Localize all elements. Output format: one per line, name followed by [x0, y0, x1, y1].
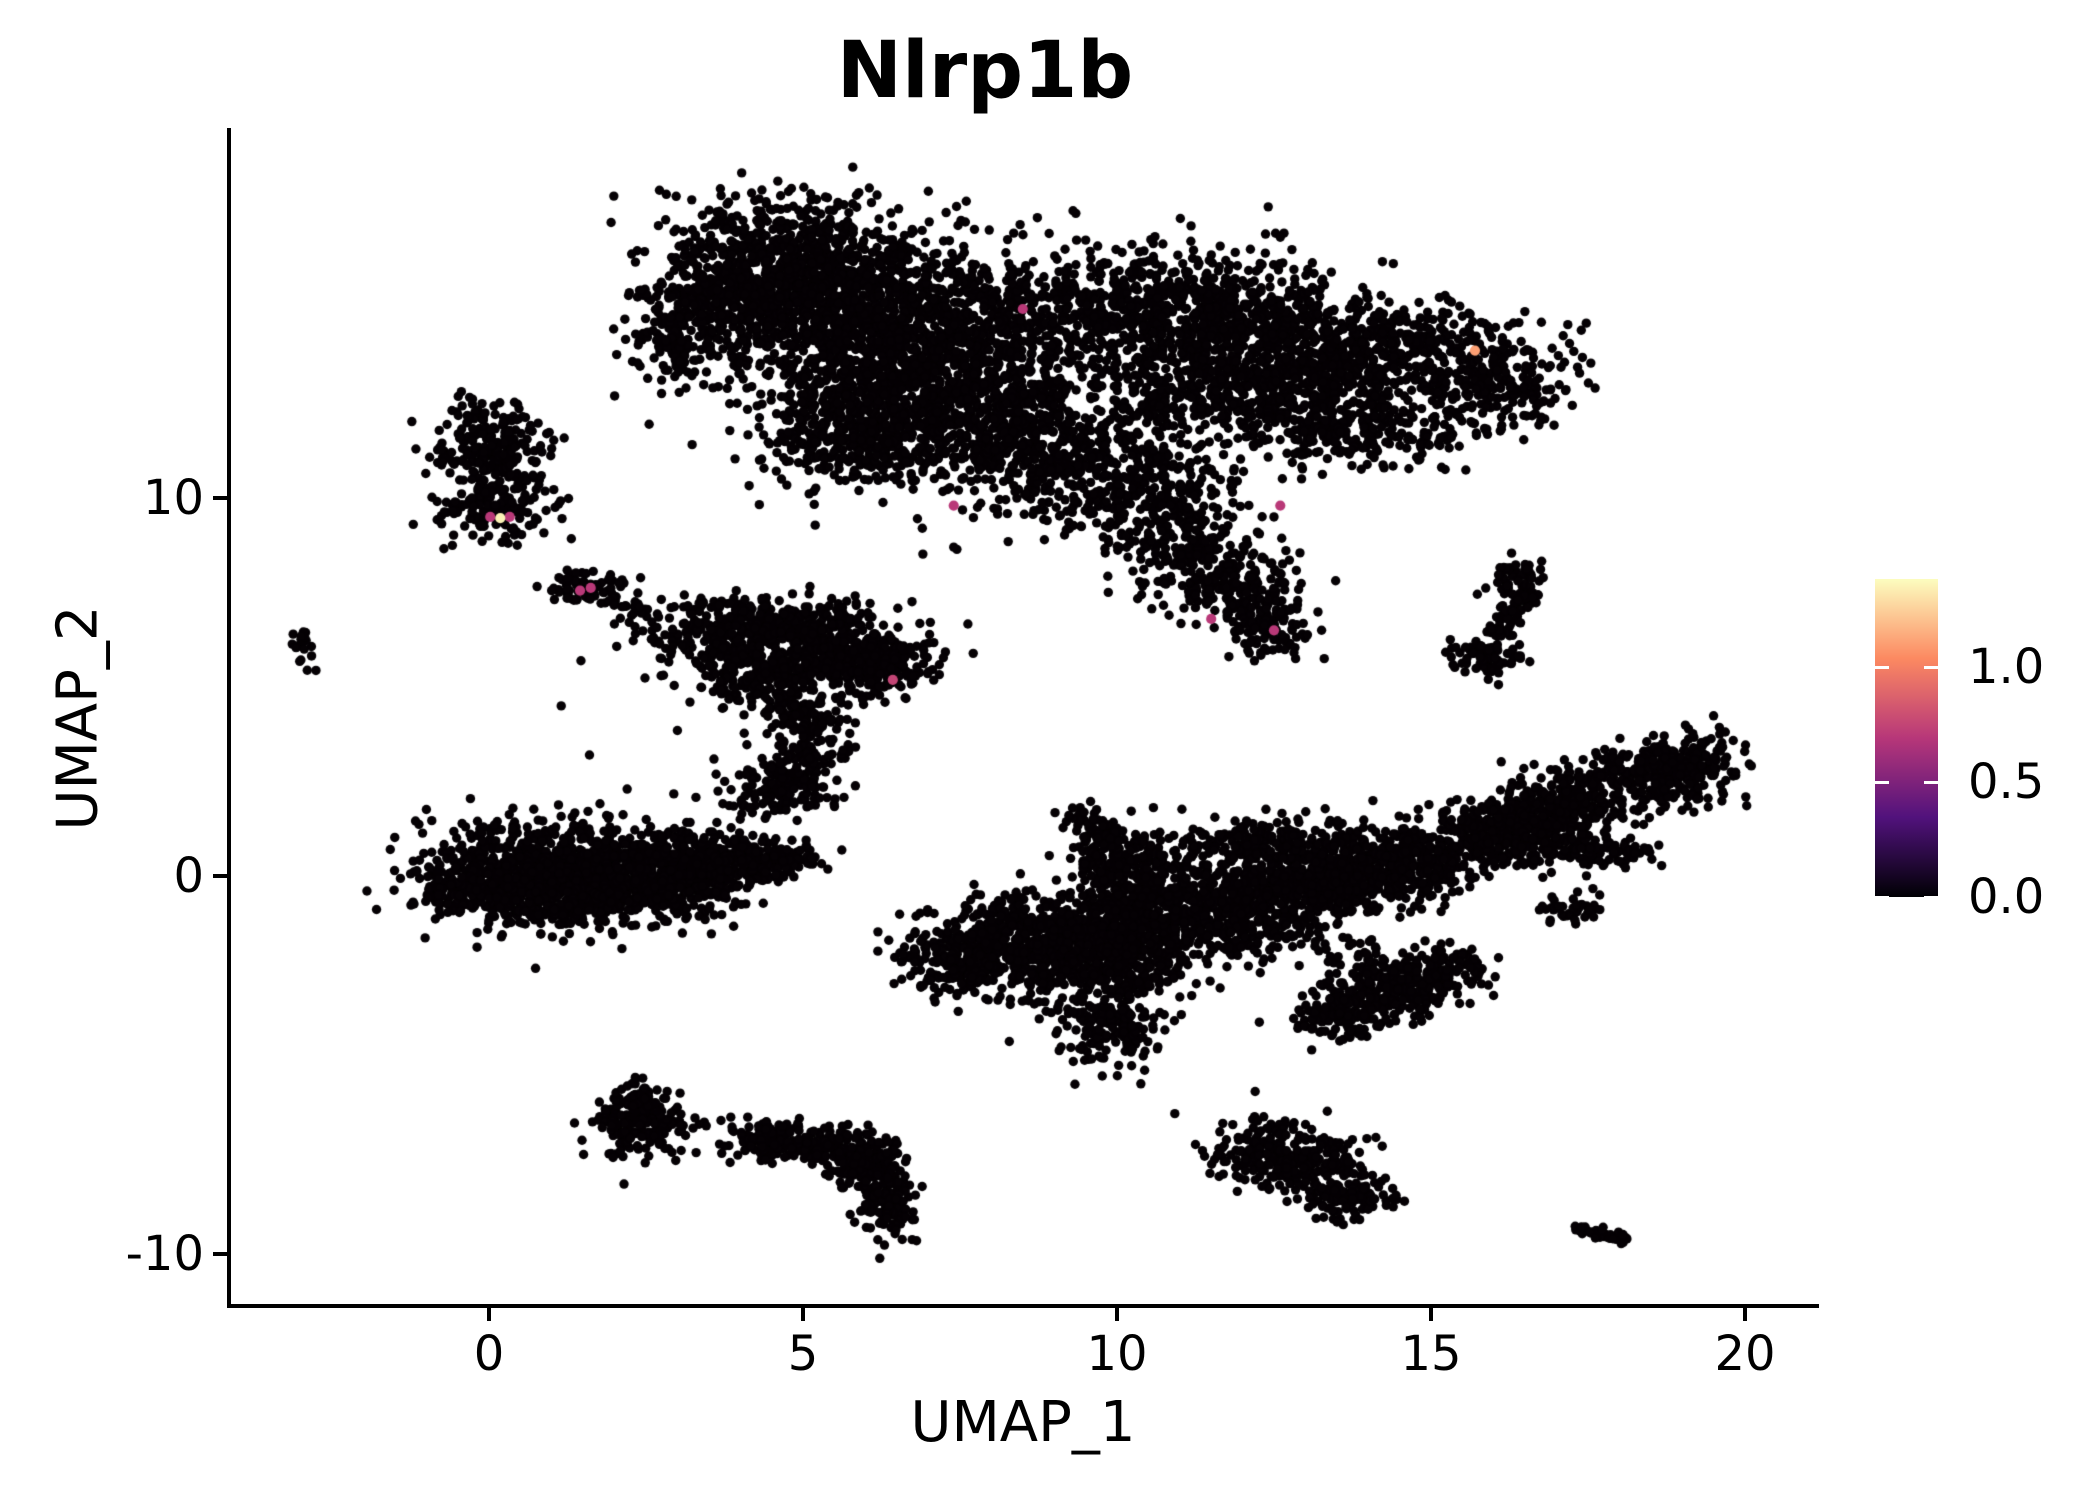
- x-axis-title: UMAP_1: [910, 1390, 1136, 1455]
- y-tick-label: -10: [125, 1226, 204, 1282]
- colorbar-tick-mark: [1875, 895, 1889, 899]
- colorbar-tick-label: 1.0: [1968, 639, 2045, 695]
- y-axis-line: [227, 128, 231, 1308]
- plot-title: Nlrp1b: [836, 26, 1134, 116]
- y-tick-mark: [213, 1252, 228, 1256]
- colorbar-tick-mark: [1875, 665, 1889, 669]
- y-tick-label: 10: [142, 470, 204, 526]
- x-tick-label: 20: [1714, 1326, 1776, 1382]
- x-tick-label: 10: [1086, 1326, 1148, 1382]
- colorbar-tick-label: 0.0: [1968, 869, 2045, 925]
- colorbar-tick-mark: [1924, 780, 1938, 784]
- x-tick-mark: [1429, 1306, 1433, 1321]
- x-tick-mark: [1743, 1306, 1747, 1321]
- colorbar-gradient: [1875, 579, 1938, 897]
- colorbar-tick-mark: [1875, 780, 1889, 784]
- colorbar-tick-label: 0.5: [1968, 754, 2045, 810]
- x-tick-label: 0: [473, 1326, 505, 1382]
- x-tick-label: 15: [1400, 1326, 1462, 1382]
- x-tick-mark: [1115, 1306, 1119, 1321]
- x-axis-line: [227, 1304, 1819, 1308]
- colorbar-tick-mark: [1924, 665, 1938, 669]
- x-tick-mark: [487, 1306, 491, 1321]
- y-tick-label: 0: [173, 848, 204, 904]
- colorbar-tick-mark: [1924, 895, 1938, 899]
- x-tick-label: 5: [787, 1326, 819, 1382]
- y-axis-title: UMAP_2: [45, 605, 111, 831]
- x-tick-mark: [801, 1306, 805, 1321]
- y-tick-mark: [213, 874, 228, 878]
- y-tick-mark: [213, 496, 228, 500]
